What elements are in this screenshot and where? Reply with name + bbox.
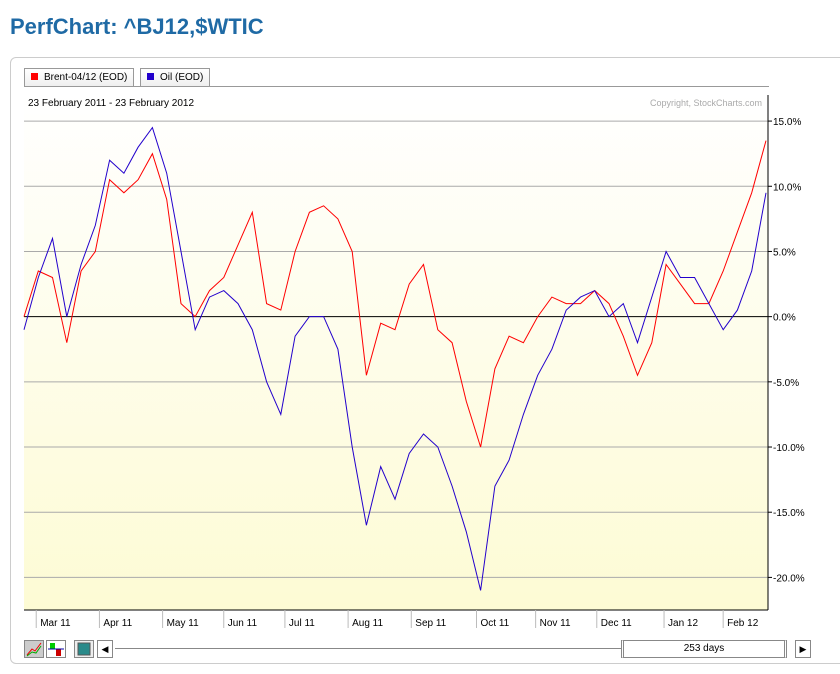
legend-label: Brent-04/12 (EOD) — [44, 72, 128, 83]
series-line-oil — [23, 126, 767, 591]
series-line-brent — [23, 140, 767, 448]
legend-tab-oil[interactable]: Oil (EOD) — [140, 68, 211, 87]
line-chart-icon — [26, 642, 42, 657]
scroll-track[interactable] — [115, 648, 621, 649]
x-tick-label: Feb 12 — [727, 618, 759, 629]
y-tick-label: -20.0% — [773, 573, 805, 584]
y-tick-label: 5.0% — [773, 247, 796, 258]
legend-tab-brent[interactable]: Brent-04/12 (EOD) — [24, 68, 135, 87]
legend-swatch-oil — [147, 73, 154, 80]
x-tick-label: Oct 11 — [481, 618, 510, 629]
x-tick-label: Apr 11 — [103, 618, 132, 629]
tab-divider — [24, 86, 769, 87]
legend-label: Oil (EOD) — [160, 72, 204, 83]
x-tick-label: Mar 11 — [40, 618, 71, 629]
scroll-right-button[interactable]: ▶ — [795, 640, 811, 658]
y-tick-label: 10.0% — [773, 182, 801, 193]
date-range: 23 February 2011 - 23 February 2012 — [28, 98, 194, 109]
histogram-view-button[interactable] — [46, 640, 66, 658]
x-tick-label: Nov 11 — [540, 618, 571, 629]
y-tick-label: -10.0% — [773, 443, 805, 454]
x-tick-label: Jan 12 — [668, 618, 698, 629]
plot-area — [24, 95, 768, 610]
legend-swatch-brent — [31, 73, 38, 80]
toggle-panel-button[interactable] — [74, 640, 94, 658]
perf-line-view-button[interactable] — [24, 640, 44, 658]
panel-icon — [77, 642, 91, 656]
x-tick-label: Dec 11 — [601, 618, 632, 629]
y-tick-label: 15.0% — [773, 117, 801, 128]
y-tick-label: 0.0% — [773, 313, 796, 324]
copyright: Copyright, StockCharts.com — [650, 98, 762, 108]
x-tick-label: Aug 11 — [352, 618, 383, 629]
range-slider[interactable]: 253 days — [621, 640, 787, 658]
x-tick-label: Jun 11 — [228, 618, 258, 629]
x-tick-label: Jul 11 — [289, 618, 315, 629]
bar-chart-icon — [48, 643, 64, 656]
scroll-left-button[interactable]: ◀ — [97, 640, 113, 658]
days-label: 253 days — [683, 643, 725, 654]
page-title: PerfChart: ^BJ12,$WTIC — [10, 14, 264, 39]
y-tick-label: -5.0% — [773, 378, 799, 389]
x-tick-label: Sep 11 — [415, 618, 446, 629]
y-tick-label: -15.0% — [773, 508, 805, 519]
x-tick-label: May 11 — [167, 618, 199, 629]
